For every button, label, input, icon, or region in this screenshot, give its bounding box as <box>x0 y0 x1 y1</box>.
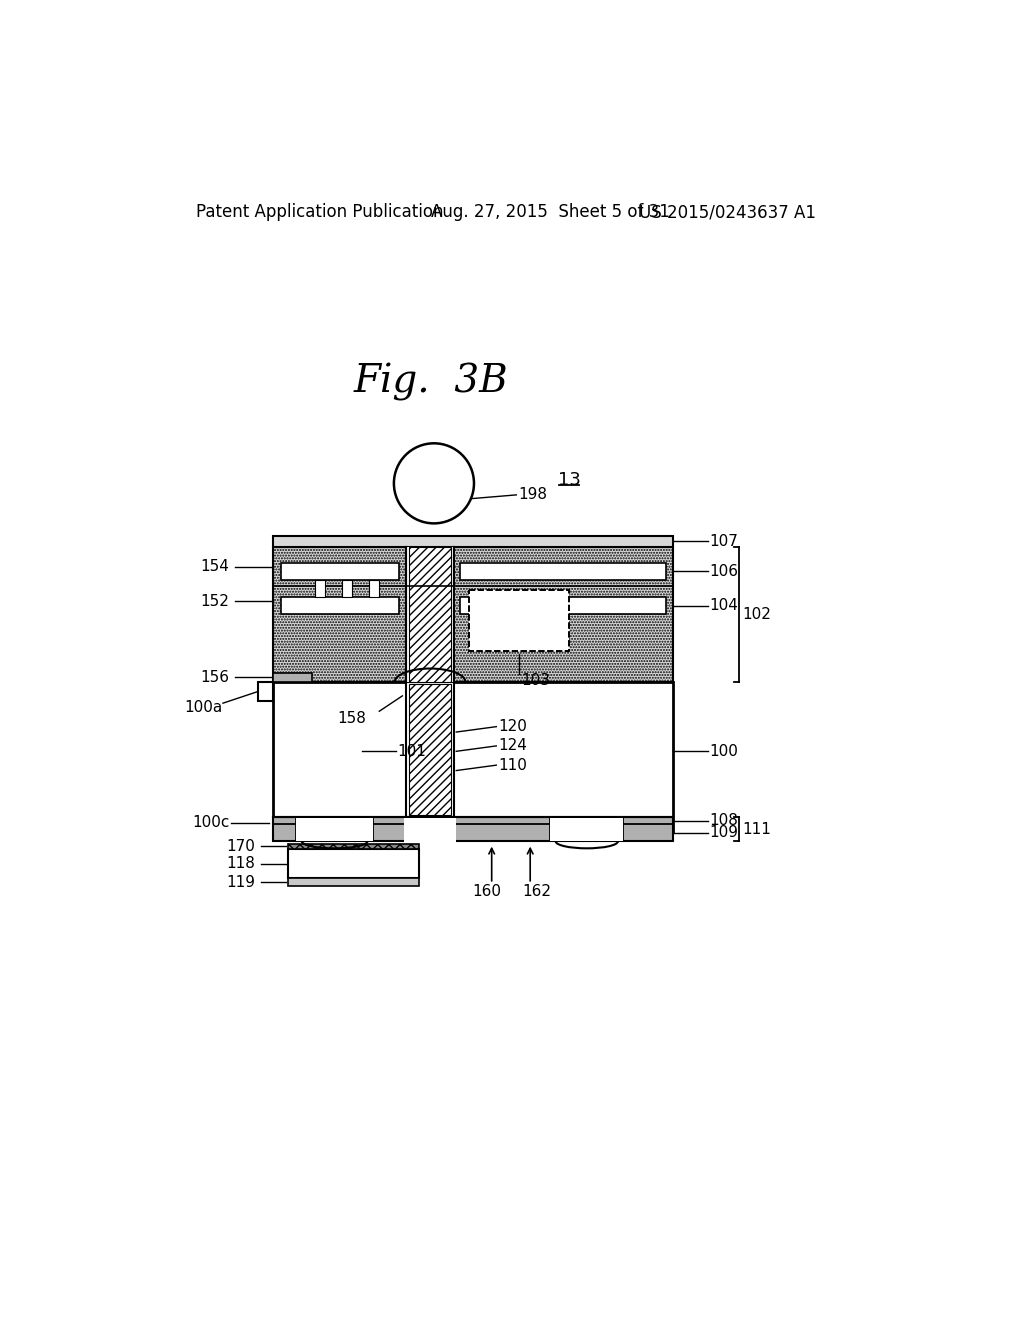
Bar <box>460 597 666 614</box>
Text: 154: 154 <box>200 558 228 574</box>
Text: 124: 124 <box>498 738 526 754</box>
Text: 156: 156 <box>200 669 228 685</box>
Bar <box>289 849 419 878</box>
Bar <box>469 590 569 651</box>
Text: 13: 13 <box>558 471 581 490</box>
Bar <box>273 536 674 548</box>
Text: 118: 118 <box>226 857 256 871</box>
Text: 158: 158 <box>337 711 366 726</box>
Bar <box>315 579 325 597</box>
Bar <box>273 673 311 682</box>
Text: 170: 170 <box>226 838 256 854</box>
Text: 106: 106 <box>710 564 738 578</box>
Text: 110: 110 <box>498 758 526 772</box>
Text: Fig.  3B: Fig. 3B <box>353 363 508 401</box>
Text: Patent Application Publication: Patent Application Publication <box>196 203 443 222</box>
Text: 100c: 100c <box>193 816 229 830</box>
Bar <box>289 878 419 886</box>
Text: 103: 103 <box>521 673 551 688</box>
Text: 109: 109 <box>710 825 738 841</box>
Text: 152: 152 <box>200 594 228 609</box>
Bar <box>289 843 419 849</box>
Bar <box>460 562 666 579</box>
Text: 101: 101 <box>397 743 427 759</box>
Text: 198: 198 <box>518 487 547 503</box>
Text: 100a: 100a <box>184 700 222 714</box>
Bar <box>407 682 454 817</box>
Bar <box>410 548 451 682</box>
Bar <box>281 562 398 579</box>
Bar <box>403 818 457 843</box>
Bar <box>370 579 379 597</box>
Bar <box>410 684 451 816</box>
Bar <box>273 817 674 841</box>
Text: 108: 108 <box>710 813 738 828</box>
Bar <box>273 548 674 682</box>
Bar <box>469 590 569 651</box>
Text: Aug. 27, 2015  Sheet 5 of 31: Aug. 27, 2015 Sheet 5 of 31 <box>431 203 670 222</box>
Text: 104: 104 <box>710 598 738 614</box>
Bar <box>258 682 273 701</box>
Text: 160: 160 <box>472 884 502 899</box>
Text: 111: 111 <box>742 821 772 837</box>
Bar <box>342 579 351 597</box>
Circle shape <box>394 444 474 523</box>
Text: 119: 119 <box>226 875 256 890</box>
Text: 107: 107 <box>710 535 738 549</box>
Text: 120: 120 <box>498 719 526 734</box>
Bar <box>407 548 454 682</box>
Bar <box>469 590 569 651</box>
Bar <box>296 818 373 841</box>
Text: US 2015/0243637 A1: US 2015/0243637 A1 <box>639 203 816 222</box>
Text: 162: 162 <box>522 884 552 899</box>
Text: 102: 102 <box>742 607 772 622</box>
Text: 100: 100 <box>710 743 738 759</box>
Bar <box>550 818 624 841</box>
Bar <box>273 682 674 832</box>
Bar <box>281 597 398 614</box>
